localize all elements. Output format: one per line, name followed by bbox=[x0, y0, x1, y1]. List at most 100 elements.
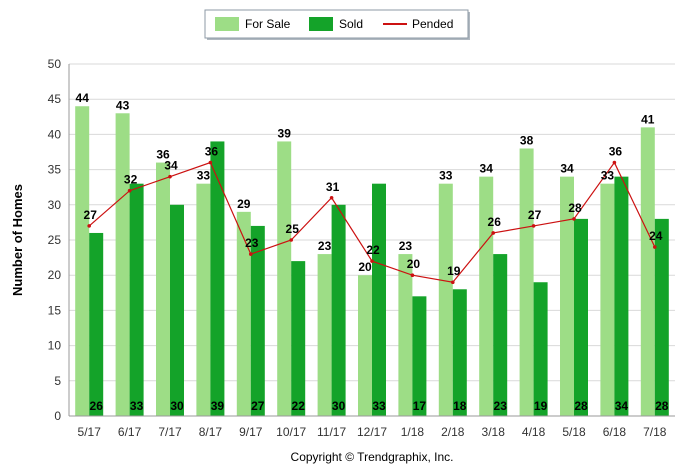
legend-swatch-sold bbox=[309, 17, 333, 31]
bars bbox=[75, 106, 669, 417]
x-tick-label: 4/18 bbox=[522, 425, 546, 439]
bar-sold bbox=[291, 261, 306, 416]
x-tick-label: 5/18 bbox=[562, 425, 586, 439]
bar-for-sale bbox=[438, 183, 453, 416]
y-tick-label: 50 bbox=[48, 57, 62, 71]
label-sold: 33 bbox=[372, 399, 386, 413]
x-tick-label: 8/17 bbox=[199, 425, 223, 439]
label-sold: 22 bbox=[292, 399, 306, 413]
bar-sold bbox=[574, 218, 588, 416]
label-sold: 30 bbox=[332, 399, 346, 413]
pended-point bbox=[370, 259, 374, 263]
pended-line bbox=[87, 160, 657, 285]
legend-label-for-sale: For Sale bbox=[245, 17, 291, 31]
label-for-sale: 43 bbox=[116, 98, 130, 112]
label-sold: 17 bbox=[413, 399, 427, 413]
label-sold: 18 bbox=[453, 399, 467, 413]
bar-sold bbox=[654, 218, 669, 416]
legend-label-sold: Sold bbox=[339, 17, 363, 31]
bar-sold bbox=[210, 141, 225, 416]
label-sold: 23 bbox=[494, 399, 508, 413]
pended-point bbox=[410, 273, 415, 278]
bar-for-sale bbox=[75, 106, 90, 417]
bar-for-sale bbox=[156, 162, 170, 416]
x-tick-label: 7/18 bbox=[643, 425, 667, 439]
x-tick-label: 9/17 bbox=[239, 425, 263, 439]
pended-point bbox=[329, 195, 334, 200]
bar-for-sale bbox=[317, 254, 332, 416]
label-for-sale: 20 bbox=[358, 260, 372, 274]
pended-point bbox=[451, 280, 455, 285]
copyright-text: Copyright © Trendgraphix, Inc. bbox=[291, 450, 454, 464]
label-pended: 31 bbox=[326, 180, 340, 194]
x-tick-label: 2/18 bbox=[441, 425, 465, 439]
legend: For Sale Sold Pended bbox=[204, 9, 470, 40]
x-tick-label: 12/17 bbox=[357, 425, 387, 439]
x-tick-label: 6/18 bbox=[603, 425, 627, 439]
y-tick-label: 20 bbox=[48, 268, 62, 282]
x-tick-label: 7/17 bbox=[158, 425, 182, 439]
label-sold: 19 bbox=[534, 399, 548, 413]
label-sold: 30 bbox=[170, 399, 184, 413]
y-tick-label: 45 bbox=[48, 92, 62, 106]
pended-point bbox=[168, 174, 172, 179]
y-tick-label: 40 bbox=[48, 127, 62, 141]
x-tick-label: 6/17 bbox=[118, 425, 142, 439]
label-for-sale: 44 bbox=[76, 91, 90, 105]
bar-sold bbox=[452, 289, 467, 416]
pended-point bbox=[127, 188, 132, 193]
legend-swatch-for-sale bbox=[215, 17, 239, 31]
label-for-sale: 23 bbox=[318, 239, 332, 253]
bar-for-sale bbox=[277, 141, 292, 416]
x-tick-label: 3/18 bbox=[482, 425, 506, 439]
label-pended: 36 bbox=[609, 145, 623, 159]
label-for-sale: 41 bbox=[641, 112, 655, 126]
pended-point bbox=[249, 252, 253, 256]
bar-sold bbox=[493, 254, 508, 416]
label-pended: 20 bbox=[407, 257, 421, 271]
bar-for-sale bbox=[560, 176, 574, 416]
label-pended: 32 bbox=[124, 173, 138, 187]
y-tick-label: 10 bbox=[48, 339, 62, 353]
y-tick-label: 5 bbox=[54, 374, 61, 388]
bar-sold bbox=[89, 232, 104, 416]
y-tick-label: 30 bbox=[48, 198, 62, 212]
label-sold: 27 bbox=[251, 399, 265, 413]
axes: 0 5 10 15 20 25 30 35 40 45 50 5/17 6/17 7/17 8/17 9/17… bbox=[48, 57, 675, 439]
label-pended: 27 bbox=[528, 208, 542, 222]
bar-sold bbox=[250, 225, 265, 416]
x-tick-label: 5/17 bbox=[78, 425, 102, 439]
pended-point bbox=[572, 217, 576, 221]
x-tick-label: 11/17 bbox=[317, 425, 346, 439]
label-for-sale: 33 bbox=[197, 169, 211, 183]
label-for-sale: 33 bbox=[601, 169, 615, 183]
y-tick-label: 0 bbox=[54, 409, 61, 423]
bar-sold bbox=[614, 176, 629, 416]
bar-for-sale bbox=[640, 127, 655, 417]
legend-label-pended: Pended bbox=[412, 17, 453, 31]
bar-sold bbox=[533, 282, 548, 416]
y-axis-title: Number of Homes bbox=[10, 184, 25, 296]
pended-point bbox=[612, 160, 617, 165]
label-for-sale: 29 bbox=[237, 197, 251, 211]
x-tick-label: 10/17 bbox=[276, 425, 306, 439]
pended-point bbox=[653, 245, 657, 249]
bar-for-sale bbox=[358, 275, 372, 416]
label-for-sale: 39 bbox=[278, 126, 292, 140]
label-for-sale: 38 bbox=[520, 133, 534, 147]
label-for-sale: 34 bbox=[560, 162, 574, 176]
data-labels: 44 26 27 43 33 32 36 30 34 33 39 36 29 27 23 39 22 25 23 30… bbox=[76, 91, 669, 413]
y-tick-label: 35 bbox=[48, 163, 62, 177]
label-sold: 26 bbox=[90, 399, 104, 413]
pended-point bbox=[491, 231, 496, 235]
label-sold: 28 bbox=[574, 399, 588, 413]
label-sold: 28 bbox=[655, 399, 669, 413]
label-pended: 36 bbox=[205, 145, 219, 159]
label-pended: 24 bbox=[649, 229, 663, 243]
bar-sold bbox=[372, 183, 386, 416]
label-for-sale: 34 bbox=[480, 162, 494, 176]
bar-for-sale bbox=[479, 176, 494, 416]
label-pended: 25 bbox=[286, 222, 300, 236]
label-for-sale: 33 bbox=[439, 169, 453, 183]
